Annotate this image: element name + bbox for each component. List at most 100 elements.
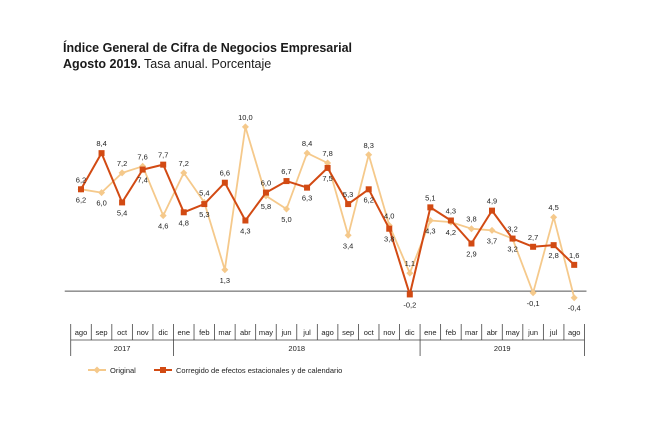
data-label-original: 4,5 (548, 203, 558, 212)
data-point-corrected (221, 179, 228, 186)
x-tick-label: sep (96, 328, 108, 337)
x-tick-label: dic (158, 328, 168, 337)
data-label-corrected: 6,0 (261, 179, 271, 188)
data-label-original: 4,6 (158, 222, 168, 231)
x-tick-label: oct (364, 328, 375, 337)
data-label-corrected: -0,2 (403, 300, 416, 309)
data-point-corrected (365, 186, 372, 193)
data-point-original (324, 159, 332, 167)
data-point-corrected (98, 150, 105, 157)
data-point-corrected (489, 207, 495, 214)
data-label-corrected: 4,3 (240, 227, 250, 236)
data-label-original: 10,0 (238, 113, 253, 122)
data-point-original (488, 226, 496, 234)
data-label-original: 8,4 (302, 139, 312, 148)
data-label-original: 5,8 (261, 202, 271, 211)
data-label-original: 3,8 (466, 215, 476, 224)
legend-corrected-marker (160, 367, 166, 373)
data-point-original (365, 151, 373, 159)
data-label-original: 3,2 (507, 245, 517, 254)
data-label-original: 3,4 (343, 241, 353, 250)
data-label-original: -0,4 (568, 304, 581, 313)
legend-corrected-label: Corregido de efectos estacionales y de c… (176, 366, 342, 375)
x-tick-label: nov (137, 328, 149, 337)
data-label-corrected: 5,1 (425, 193, 435, 202)
x-tick-label: ago (75, 328, 88, 337)
x-tick-label: feb (446, 328, 456, 337)
data-point-original (344, 231, 352, 239)
data-point-original (241, 123, 249, 131)
data-point-original (159, 212, 167, 220)
data-point-corrected (262, 189, 269, 196)
data-label-corrected: 6,3 (302, 194, 312, 203)
data-label-corrected: 1,6 (569, 251, 579, 260)
data-point-original (303, 149, 311, 157)
data-point-corrected (509, 235, 516, 242)
data-label-original: 7,2 (179, 159, 189, 168)
x-tick-label: ene (177, 328, 190, 337)
data-label-corrected: 5,4 (117, 208, 127, 217)
x-tick-label: abr (487, 328, 498, 337)
data-label-corrected: 2,8 (548, 251, 558, 260)
data-label-original: 4,0 (384, 211, 394, 220)
data-point-corrected (78, 186, 84, 193)
data-label-corrected: 6,6 (220, 169, 230, 178)
data-label-corrected: 7,5 (322, 174, 332, 183)
data-point-original (283, 205, 290, 213)
x-tick-label: ago (321, 328, 334, 337)
data-point-corrected (406, 291, 413, 298)
data-label-corrected: 3,2 (507, 225, 517, 234)
data-label-corrected: 8,4 (96, 139, 106, 148)
data-point-corrected (468, 240, 475, 247)
subtitle-description: Tasa anual. Porcentaje (140, 57, 272, 71)
data-label-original: 4,2 (446, 228, 456, 237)
legend-original-label: Original (110, 366, 136, 375)
x-tick-label: sep (342, 328, 354, 337)
data-point-corrected (530, 243, 537, 250)
x-year-label: 2018 (288, 344, 305, 353)
data-point-corrected (324, 164, 331, 171)
x-year-label: 2017 (114, 344, 131, 353)
data-label-corrected: 7,7 (158, 151, 168, 160)
legend-original-marker (93, 366, 101, 374)
data-point-corrected (201, 201, 208, 208)
data-label-corrected: 3,8 (384, 235, 394, 244)
x-tick-label: jun (527, 328, 538, 337)
data-label-original: 3,7 (487, 236, 497, 245)
x-tick-label: feb (199, 328, 209, 337)
x-year-label: 2019 (494, 344, 511, 353)
chart-header: Índice General de Cifra de Negocios Empr… (63, 40, 352, 72)
data-point-original (98, 189, 106, 197)
data-point-original (467, 225, 475, 233)
chart-subtitle: Agosto 2019. Tasa anual. Porcentaje (63, 56, 352, 72)
data-label-corrected: 5,3 (343, 190, 353, 199)
x-tick-label: mar (218, 328, 231, 337)
x-tick-label: dic (405, 328, 415, 337)
x-tick-label: jun (280, 328, 291, 337)
data-label-original: -0,1 (527, 299, 540, 308)
data-label-original: 6,0 (96, 199, 106, 208)
data-point-corrected (242, 217, 249, 224)
data-label-corrected: 6,2 (76, 175, 86, 184)
data-label-corrected: 6,7 (281, 167, 291, 176)
x-tick-label: jul (549, 328, 558, 337)
data-label-original: 6,2 (76, 195, 86, 204)
data-point-corrected (447, 217, 454, 224)
data-point-corrected (304, 184, 311, 191)
data-label-original: 7,8 (322, 149, 332, 158)
x-tick-label: may (505, 328, 519, 337)
x-tick-label: mar (465, 328, 478, 337)
x-tick-label: ago (568, 328, 581, 337)
data-label-original: 7,6 (137, 152, 147, 161)
data-point-corrected (139, 166, 146, 173)
data-point-original (570, 294, 578, 302)
x-tick-label: ene (424, 328, 437, 337)
data-label-corrected: 2,9 (466, 250, 476, 259)
data-point-corrected (180, 209, 187, 216)
x-tick-label: nov (383, 328, 395, 337)
data-label-corrected: 7,4 (137, 176, 147, 185)
data-point-original (221, 266, 229, 274)
data-label-original: 1,3 (220, 276, 230, 285)
data-point-corrected (427, 204, 434, 211)
